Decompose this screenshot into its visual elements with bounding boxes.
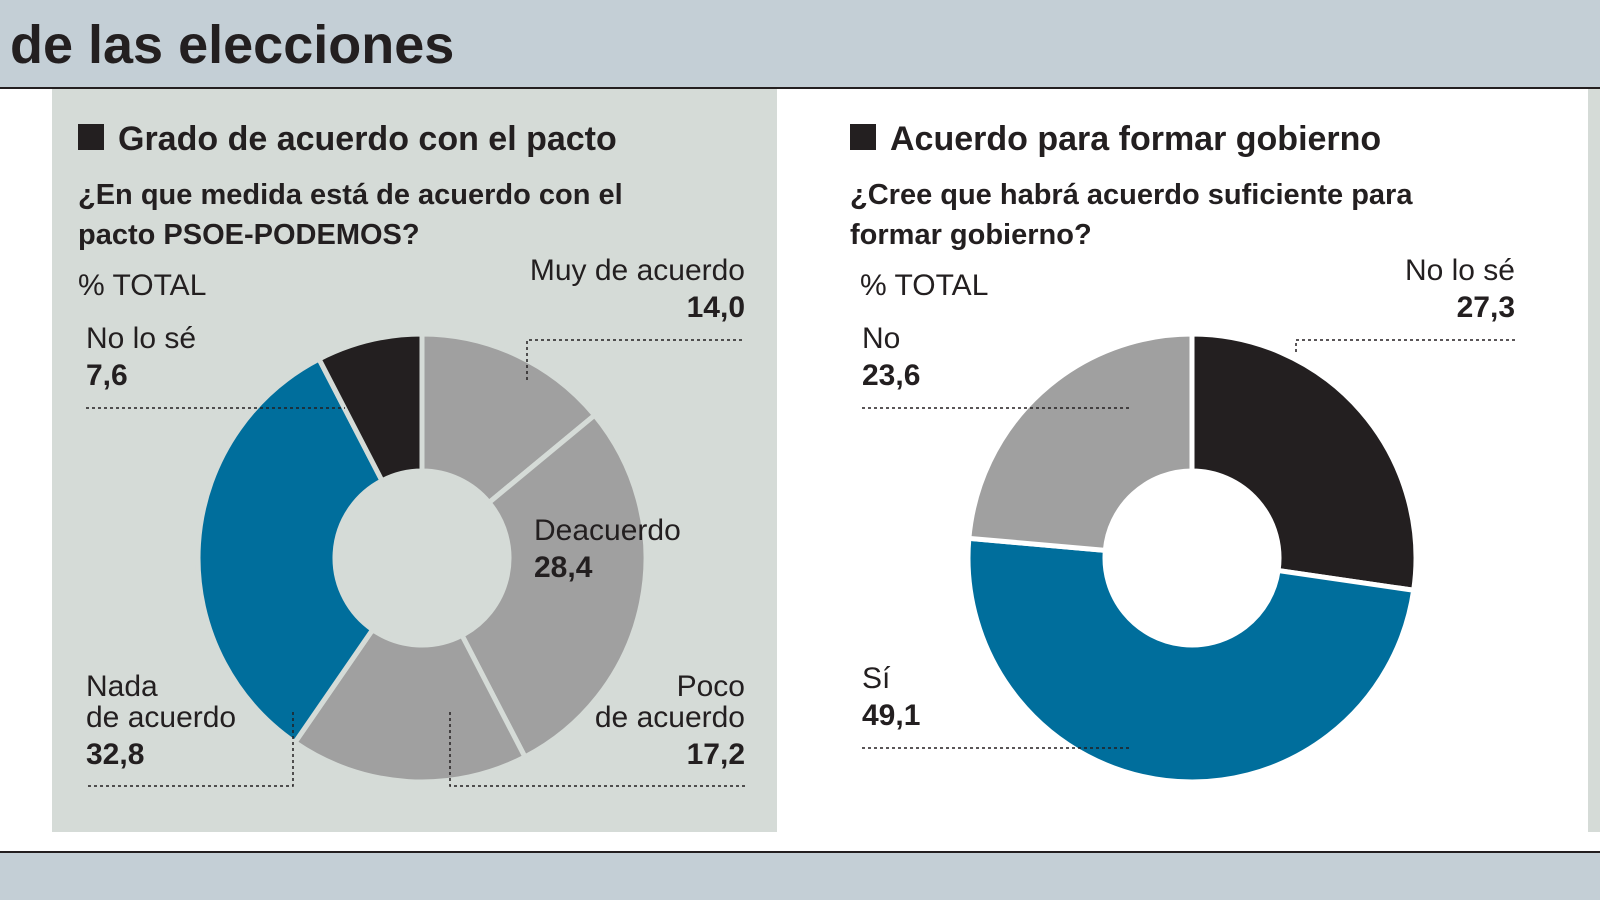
donut-slice [315,331,425,485]
slice-value: 28,4 [534,551,593,584]
slice-label: Sí [862,662,891,695]
unit-label: % TOTAL [78,269,206,302]
slice-value: 27,3 [1457,291,1515,324]
slice-label: Nada de acuerdo [86,670,236,734]
donut-slice [966,331,1195,554]
chart-subtitle: ¿En que medida está de acuerdo con el pac… [78,179,623,251]
title-square [850,124,876,150]
donut-slice [419,331,599,507]
slice-label: No lo sé [1405,254,1515,287]
slice-label: Muy de acuerdo [530,254,745,287]
slice-value: 49,1 [862,699,920,732]
leader-line [449,712,745,787]
donut-slice [195,355,386,746]
slice-value: 7,6 [86,359,128,392]
slice-value: 32,8 [86,738,144,771]
donut-slice [458,411,649,761]
leader-line [526,339,745,380]
chart-title: Acuerdo para formar gobierno [890,120,1381,158]
slice-value: 14,0 [687,291,745,324]
panel-bg-edge [1588,89,1600,832]
donut-slice [965,535,1417,785]
chart-title: Grado de acuerdo con el pacto [118,120,617,158]
chart-subtitle: ¿Cree que habrá acuerdo suficiente para f… [850,179,1413,251]
donut-slice [1189,331,1419,594]
slice-value: 23,6 [862,359,920,392]
slice-label: No [862,322,900,355]
footer-band [0,853,1600,900]
leader-line [1295,339,1515,352]
slice-label: Deacuerdo [534,514,681,547]
leader-line [86,712,294,787]
slice-label: No lo sé [86,322,196,355]
unit-label: % TOTAL [860,269,988,302]
slice-value: 17,2 [687,738,745,771]
donut-slice [291,626,529,785]
header-title: de las elecciones [10,15,454,75]
title-square [78,124,104,150]
slice-label: Poco de acuerdo [595,670,745,734]
header-band [0,0,1600,88]
